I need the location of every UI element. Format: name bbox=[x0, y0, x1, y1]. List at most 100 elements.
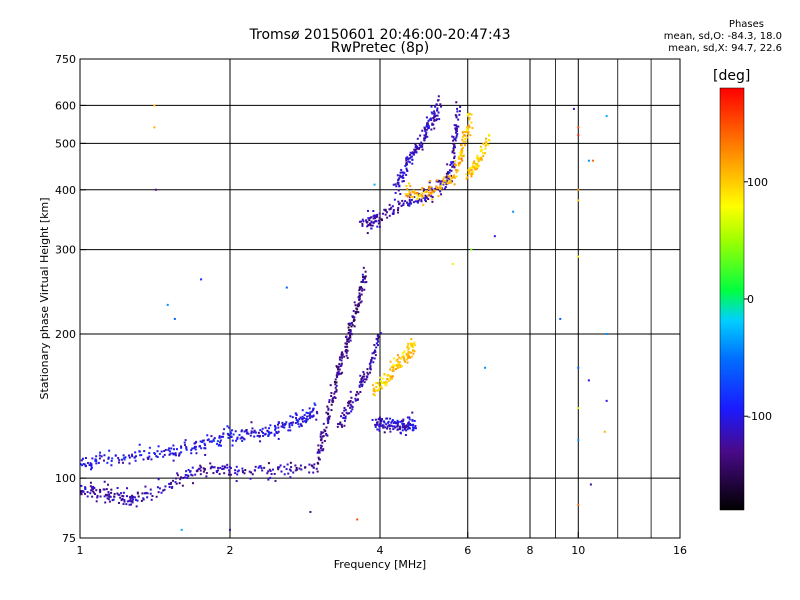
data-point bbox=[376, 428, 379, 431]
data-point bbox=[89, 492, 92, 495]
data-point bbox=[93, 493, 96, 496]
data-point bbox=[210, 435, 213, 438]
data-point bbox=[160, 491, 163, 494]
data-point bbox=[103, 488, 106, 491]
data-point bbox=[442, 183, 445, 186]
data-point bbox=[409, 156, 412, 159]
data-point bbox=[327, 422, 330, 425]
data-point bbox=[268, 427, 271, 430]
data-point bbox=[191, 466, 194, 469]
data-point bbox=[340, 354, 343, 357]
data-point bbox=[457, 162, 460, 165]
data-point bbox=[291, 416, 294, 419]
data-point bbox=[347, 326, 350, 329]
data-point bbox=[431, 190, 434, 193]
data-point bbox=[201, 441, 204, 444]
data-point bbox=[390, 206, 393, 209]
data-point bbox=[343, 413, 346, 416]
data-point bbox=[254, 465, 257, 468]
data-point bbox=[374, 425, 377, 428]
data-point bbox=[453, 183, 456, 186]
data-point bbox=[464, 144, 467, 147]
data-point bbox=[175, 448, 178, 451]
data-point bbox=[108, 500, 111, 503]
data-point bbox=[328, 415, 331, 418]
data-point bbox=[234, 469, 237, 472]
data-point bbox=[410, 198, 413, 201]
data-point bbox=[130, 453, 133, 456]
data-point bbox=[439, 185, 442, 188]
data-point bbox=[460, 144, 463, 147]
data-point bbox=[274, 427, 277, 430]
data-point bbox=[376, 421, 379, 424]
data-point bbox=[351, 321, 354, 324]
data-point bbox=[359, 374, 362, 377]
data-point bbox=[231, 444, 234, 447]
data-point bbox=[358, 294, 361, 297]
data-point bbox=[460, 153, 463, 156]
data-point bbox=[351, 408, 354, 411]
chart-subtitle: RwPretec (8p) bbox=[330, 40, 430, 56]
data-point bbox=[401, 352, 404, 355]
colorbar-tick-label: 0 bbox=[747, 293, 754, 306]
data-point bbox=[330, 409, 333, 412]
data-point bbox=[291, 424, 294, 427]
data-point bbox=[370, 220, 373, 223]
data-point bbox=[276, 423, 279, 426]
data-point bbox=[348, 329, 351, 332]
data-point bbox=[371, 384, 374, 387]
data-point bbox=[378, 425, 381, 428]
data-point bbox=[408, 182, 411, 185]
data-point bbox=[324, 430, 327, 433]
data-point bbox=[92, 487, 95, 490]
data-point bbox=[281, 421, 284, 424]
data-point bbox=[455, 116, 458, 119]
data-point bbox=[470, 121, 473, 124]
data-point bbox=[399, 192, 402, 195]
y-tick-label: 600 bbox=[55, 99, 76, 112]
data-point bbox=[404, 192, 407, 195]
data-point bbox=[426, 123, 429, 126]
data-point bbox=[465, 173, 468, 176]
data-point bbox=[298, 418, 301, 421]
data-point bbox=[180, 445, 183, 448]
data-point bbox=[374, 350, 377, 353]
data-point bbox=[407, 193, 410, 196]
data-point bbox=[340, 415, 343, 418]
data-point bbox=[205, 472, 208, 475]
data-point bbox=[227, 473, 230, 476]
data-point bbox=[401, 422, 404, 425]
data-point bbox=[148, 452, 151, 455]
data-point bbox=[589, 483, 592, 486]
data-point bbox=[314, 403, 317, 406]
data-point bbox=[199, 469, 202, 472]
data-point bbox=[190, 473, 193, 476]
data-point bbox=[138, 450, 141, 453]
data-point bbox=[409, 422, 412, 425]
data-point bbox=[460, 148, 463, 151]
data-point bbox=[171, 452, 174, 455]
data-point bbox=[469, 167, 472, 170]
data-point bbox=[117, 501, 120, 504]
data-point bbox=[219, 436, 222, 439]
data-point bbox=[470, 175, 473, 178]
data-point bbox=[158, 487, 161, 490]
data-point bbox=[294, 464, 297, 467]
colorbar-tick-label: -100 bbox=[747, 410, 772, 423]
data-point bbox=[376, 213, 379, 216]
data-point bbox=[577, 134, 580, 137]
data-point bbox=[417, 194, 420, 197]
data-point bbox=[107, 498, 110, 501]
data-point bbox=[217, 469, 220, 472]
data-point bbox=[402, 202, 405, 205]
data-point bbox=[399, 432, 402, 435]
data-point bbox=[361, 218, 364, 221]
data-point bbox=[449, 180, 452, 183]
data-point bbox=[577, 439, 580, 442]
data-point bbox=[343, 424, 346, 427]
data-point bbox=[435, 103, 438, 106]
data-point bbox=[107, 483, 110, 486]
data-point bbox=[397, 189, 400, 192]
data-point bbox=[407, 160, 410, 163]
data-point bbox=[485, 140, 488, 143]
